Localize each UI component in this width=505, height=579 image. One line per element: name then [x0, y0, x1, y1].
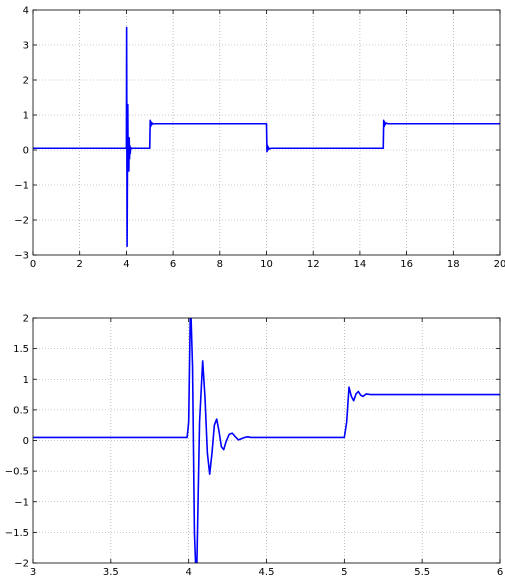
y-tick-label: −1	[14, 181, 29, 192]
y-tick-label: 0	[23, 146, 29, 157]
y-tick-label: 0.5	[13, 405, 29, 416]
y-tick-label: 1.5	[13, 344, 29, 355]
x-tick-label: 20	[494, 259, 505, 270]
x-tick-label: 6	[497, 567, 503, 578]
x-tick-label: 5.5	[414, 567, 430, 578]
y-tick-label: −1	[14, 497, 29, 508]
y-tick-label: 2	[23, 314, 29, 325]
y-tick-label: −2	[14, 559, 29, 570]
y-tick-label: 1	[23, 375, 29, 386]
y-tick-label: 1	[23, 111, 29, 122]
x-tick-label: 12	[307, 259, 320, 270]
x-tick-label: 4	[123, 259, 129, 270]
series-line	[33, 26, 500, 248]
series-line	[33, 318, 500, 563]
y-tick-label: −0.5	[5, 467, 29, 478]
y-tick-label: −2	[14, 216, 29, 227]
y-tick-label: 4	[23, 6, 29, 17]
y-tick-label: 3	[23, 41, 29, 52]
x-tick-label: 18	[447, 259, 460, 270]
x-tick-label: 16	[400, 259, 413, 270]
y-tick-label: −3	[14, 251, 29, 262]
x-tick-label: 10	[260, 259, 273, 270]
x-tick-label: 8	[217, 259, 223, 270]
y-tick-label: −1.5	[5, 528, 29, 539]
x-tick-label: 5	[341, 567, 347, 578]
y-tick-label: 0	[23, 436, 29, 447]
x-tick-label: 2	[77, 259, 83, 270]
x-tick-label: 4	[185, 567, 191, 578]
plot-2: 3 3.5 4 4.5 5 5.5 6 −2 −1.5 −1 −0.5 0 0.5 1 1.5 2	[5, 314, 503, 579]
x-tick-label: 3.5	[103, 567, 119, 578]
x-tick-label: 4.5	[259, 567, 275, 578]
x-tick-label: 0	[30, 259, 36, 270]
x-tick-label: 14	[354, 259, 367, 270]
y-tick-label: 2	[23, 76, 29, 87]
x-tick-label: 3	[30, 567, 36, 578]
x-tick-label: 6	[170, 259, 176, 270]
